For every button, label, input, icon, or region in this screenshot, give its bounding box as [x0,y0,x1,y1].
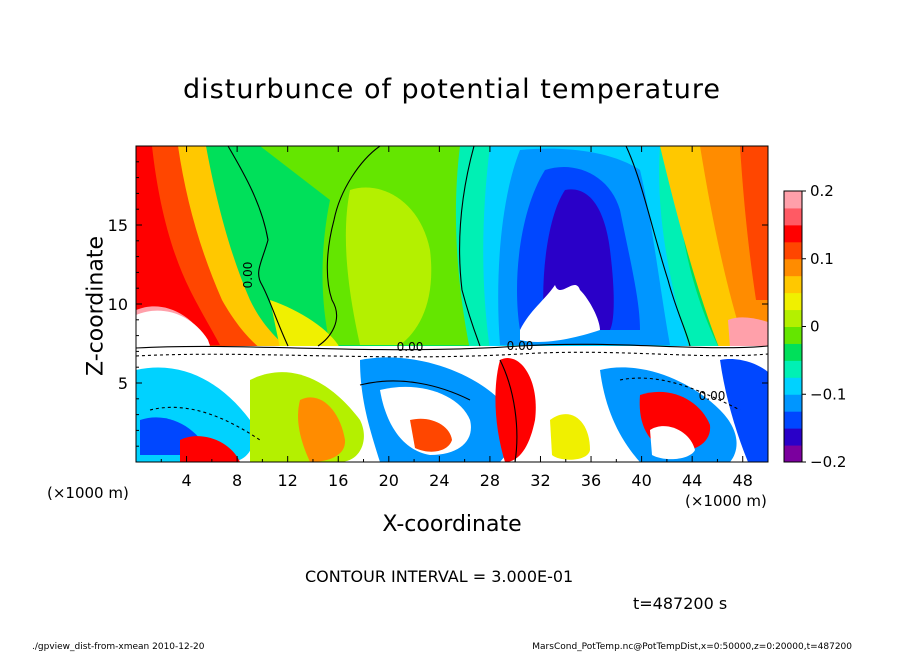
y-axis-label: Z-coordinate [83,236,109,376]
x-tick-label: 8 [232,471,242,490]
y-tick-label: 5 [118,374,128,393]
x-tick-label: 24 [429,471,449,490]
contour-lower-3 [149,406,261,441]
potential-temperature-field [136,146,768,462]
footer-left-text: ./gpview_dist-from-xmean 2010-12-20 [32,642,205,652]
colorbar-tick-label: 0.1 [810,250,834,268]
contour-zero-2 [317,146,381,347]
contour-lower-1 [499,359,518,462]
x-tick-label: 32 [530,471,550,490]
contour-zero-4 [625,146,691,347]
x-axis: 4 8 12 16 20 24 28 32 36 40 44 48 [160,146,753,490]
field-layer-lower-13 [720,359,768,462]
x-tick-label: 12 [278,471,298,490]
colorbar-swatch [784,411,802,429]
field-layer-lower-9 [495,358,536,462]
field-layer-lower-8 [180,436,240,462]
contour-label: 0.00 [507,339,534,353]
x-tick-label: 40 [631,471,651,490]
colorbar-swatch [784,258,802,277]
field-layer-lower-10 [550,414,590,460]
colorbar-swatch [784,241,802,260]
colorbar-swatch [784,326,802,344]
colorbar-tick-label: 0.2 [810,182,834,200]
field-layer-west-white [136,310,210,346]
y-tick-label: 10 [108,295,128,314]
colorbar-swatch [784,224,802,243]
contour-zero-1 [227,146,289,347]
x-axis-label: X-coordinate [382,512,522,537]
x-tick-label: 44 [682,471,702,490]
contour-neg-interface [136,351,768,358]
field-layer-mid-2 [345,187,432,345]
colorbar-swatch [784,445,802,463]
colorbar-swatch [784,191,802,209]
field-layer-lower-3 [298,397,346,462]
x-tick-label: 48 [733,471,753,490]
chart-title: disturbunce of potential temperature [183,74,721,105]
colorbar-swatch [784,207,802,226]
x-unit-label-right: (×1000 m) [685,492,767,510]
contour-lower-4 [359,380,471,401]
colorbar-swatch [784,360,802,378]
contour-interval-text: CONTOUR INTERVAL = 3.000E-01 [305,567,574,586]
x-tick-label: 28 [480,471,500,490]
contour-lower-2 [619,377,741,411]
colorbar-swatch [784,394,802,412]
colorbar: 0.2 0.1 0 −0.1 −0.2 [783,182,846,471]
field-layer-east-3 [740,146,768,300]
colorbar-tick-label: −0.1 [810,385,846,403]
colorbar-swatch [784,275,802,294]
contour-label-group: 0.00 0.00 0.00 0.00 [241,262,725,403]
colorbar-swatch [784,343,802,361]
colorbar-tick-label: 0 [810,318,820,336]
y-tick-label: 15 [108,216,128,235]
field-layer-lower-6 [410,418,452,452]
contour-label: 0.00 [241,262,255,289]
x-tick-label: 20 [379,471,399,490]
contour-zero-interface [136,343,768,351]
x-tick-label: 36 [581,471,601,490]
field-layer-white-patch [520,285,600,342]
field-layer-mid-3 [270,300,340,348]
colorbar-swatch [784,309,802,327]
colorbar-tick-label: −0.2 [810,453,846,471]
time-label: t=487200 s [633,594,728,613]
footer-right-text: MarsCond_PotTemp.nc@PotTempDist,x=0:5000… [532,642,852,652]
contour-label: 0.00 [397,340,424,354]
x-tick-label: 16 [328,471,348,490]
colorbar-swatch [784,292,802,311]
colorbar-swatch [784,428,802,446]
x-unit-label-left: (×1000 m) [47,484,129,502]
y-axis: 5 10 15 [108,161,768,447]
field-layer-west-3 [136,146,220,345]
field-layer-east-4 [728,317,768,348]
field-layer-lower-14 [650,426,695,460]
contour-zero-3 [459,146,481,347]
contour-label: 0.00 [699,389,726,403]
contour-lines [136,146,768,462]
x-tick-label: 4 [181,471,191,490]
colorbar-swatch [784,377,802,395]
